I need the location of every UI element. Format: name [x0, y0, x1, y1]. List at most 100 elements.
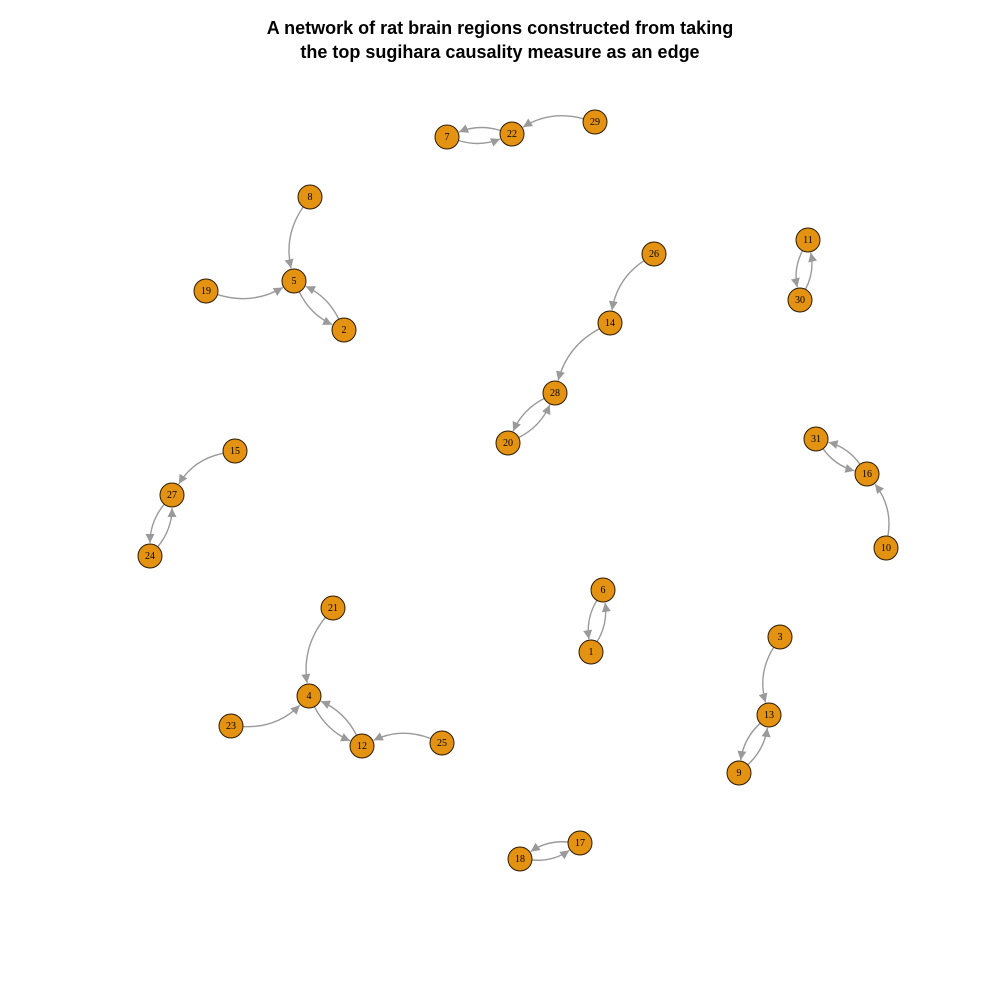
node-label-27: 27	[167, 490, 177, 501]
node-14: 14	[597, 310, 623, 336]
node-13: 13	[756, 702, 782, 728]
node-23: 23	[218, 713, 244, 739]
node-label-20: 20	[503, 438, 513, 449]
node-label-30: 30	[795, 295, 805, 306]
edge-31-to-16	[822, 448, 855, 473]
node-label-9: 9	[737, 768, 742, 779]
node-circle-16	[854, 461, 880, 487]
title-line-1: A network of rat brain regions construct…	[266, 18, 734, 38]
node-29: 29	[582, 109, 608, 135]
node-2: 2	[331, 317, 357, 343]
node-5: 5	[281, 268, 307, 294]
node-circle-30	[787, 287, 813, 313]
node-circle-18	[507, 846, 533, 872]
node-circle-28	[542, 380, 568, 406]
node-label-21: 21	[328, 603, 338, 614]
edge-16-to-31	[828, 440, 861, 465]
node-circle-23	[218, 713, 244, 739]
node-circle-26	[641, 241, 667, 267]
node-7: 7	[434, 124, 460, 150]
node-12: 12	[349, 733, 375, 759]
node-22: 22	[499, 121, 525, 147]
chart-title: A network of rat brain regions construct…	[0, 16, 1000, 64]
edge-1-to-6	[596, 602, 611, 643]
node-circle-3	[767, 624, 793, 650]
node-21: 21	[320, 595, 346, 621]
edge-7-to-22	[458, 138, 501, 147]
edge-30-to-11	[804, 252, 818, 290]
node-circle-7	[434, 124, 460, 150]
node-15: 15	[222, 438, 248, 464]
node-27: 27	[159, 482, 185, 508]
node-label-19: 19	[201, 286, 211, 297]
node-circle-2	[331, 317, 357, 343]
node-circle-13	[756, 702, 782, 728]
node-label-29: 29	[590, 117, 600, 128]
edge-12-to-4	[320, 700, 358, 736]
node-label-28: 28	[550, 388, 560, 399]
edge-10-to-16	[874, 483, 890, 537]
edge-29-to-22	[522, 114, 584, 128]
node-20: 20	[495, 430, 521, 456]
edge-6-to-1	[583, 599, 598, 640]
node-label-12: 12	[357, 741, 367, 752]
node-circle-31	[803, 426, 829, 452]
edge-19-to-5	[217, 286, 284, 300]
node-label-23: 23	[226, 721, 236, 732]
edge-8-to-5	[284, 206, 304, 269]
edge-21-to-4	[301, 616, 326, 684]
node-label-31: 31	[811, 434, 821, 445]
edge-20-to-28	[518, 404, 551, 439]
node-17: 17	[567, 830, 593, 856]
edge-15-to-27	[178, 452, 224, 485]
node-circle-25	[429, 730, 455, 756]
edge-4-to-12	[313, 706, 351, 742]
node-label-8: 8	[308, 192, 313, 203]
node-circle-22	[499, 121, 525, 147]
node-label-25: 25	[437, 738, 447, 749]
node-circle-8	[297, 184, 323, 210]
edge-28-to-20	[512, 397, 545, 432]
node-circle-20	[495, 430, 521, 456]
node-label-24: 24	[145, 551, 155, 562]
node-label-15: 15	[230, 446, 240, 457]
edge-25-to-12	[373, 732, 432, 741]
node-label-13: 13	[764, 710, 774, 721]
edge-18-to-17	[531, 849, 570, 861]
node-26: 26	[641, 241, 667, 267]
node-circle-1	[578, 639, 604, 665]
node-16: 16	[854, 461, 880, 487]
node-label-7: 7	[445, 132, 450, 143]
node-11: 11	[795, 227, 821, 253]
node-10: 10	[873, 535, 899, 561]
node-circle-15	[222, 438, 248, 464]
node-6: 6	[590, 577, 616, 603]
node-label-10: 10	[881, 543, 891, 554]
edge-24-to-27	[157, 507, 177, 548]
edge-13-to-9	[737, 722, 761, 761]
node-8: 8	[297, 184, 323, 210]
node-30: 30	[787, 287, 813, 313]
node-1: 1	[578, 639, 604, 665]
node-label-22: 22	[507, 129, 517, 140]
edge-26-to-14	[608, 260, 645, 311]
node-circle-21	[320, 595, 346, 621]
node-label-14: 14	[605, 318, 615, 329]
node-circle-10	[873, 535, 899, 561]
node-circle-19	[193, 278, 219, 304]
node-circle-4	[296, 683, 322, 709]
node-25: 25	[429, 730, 455, 756]
node-24: 24	[137, 543, 163, 569]
edge-27-to-24	[145, 503, 165, 544]
node-label-4: 4	[307, 691, 312, 702]
edge-2-to-5	[305, 285, 340, 320]
node-19: 19	[193, 278, 219, 304]
node-circle-24	[137, 543, 163, 569]
node-label-3: 3	[778, 632, 783, 643]
nodes-layer: 1234567891011121314151617181920212223242…	[137, 109, 899, 872]
node-circle-5	[281, 268, 307, 294]
edges-layer	[145, 114, 890, 861]
node-circle-12	[349, 733, 375, 759]
edge-22-to-7	[458, 124, 501, 133]
edge-23-to-4	[242, 704, 301, 728]
